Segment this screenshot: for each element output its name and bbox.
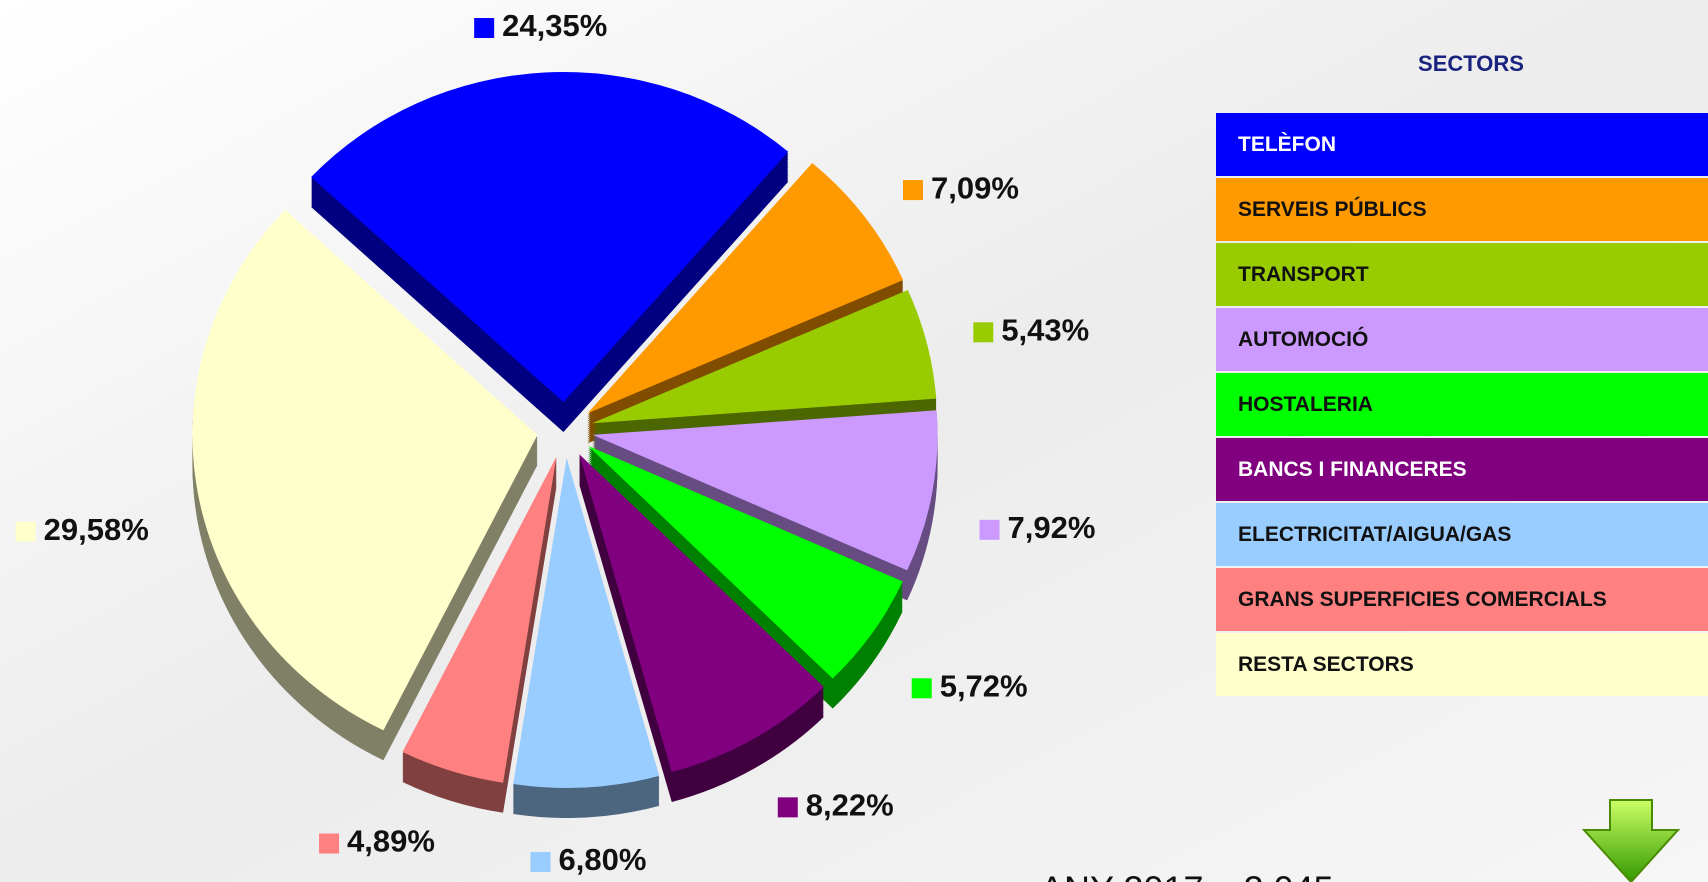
label-swatch	[911, 678, 932, 699]
legend-label: RESTA SECTORS	[1238, 653, 1414, 676]
legend-label: TRANSPORT	[1238, 263, 1369, 286]
data-label: 4,89%	[319, 824, 435, 859]
data-label-text: 7,09%	[931, 170, 1019, 205]
legend-row	[1216, 308, 1708, 371]
data-label-text: 6,80%	[559, 842, 647, 877]
slice	[587, 162, 904, 414]
label-swatch	[474, 18, 495, 39]
data-label: 5,72%	[911, 668, 1028, 703]
label-swatch	[530, 851, 551, 872]
legend-label: SERVEIS PÚBLICS	[1238, 197, 1427, 221]
data-label-text: 8,22%	[806, 788, 894, 823]
legend-label: TELÈFON	[1238, 133, 1336, 156]
legend-row	[1216, 178, 1708, 241]
data-label: 29,58%	[15, 512, 149, 547]
legend-row	[1216, 243, 1708, 306]
data-label: 6,80%	[530, 842, 647, 877]
label-swatch	[319, 833, 340, 854]
label-swatch	[903, 180, 924, 201]
data-label-text: 5,72%	[940, 668, 1028, 703]
slice	[588, 445, 903, 679]
slice	[513, 457, 660, 788]
slice	[192, 209, 538, 731]
legend-row	[1216, 438, 1708, 501]
data-label-text: 7,92%	[1008, 510, 1096, 545]
legend-label: ELECTRICITAT/AIGUA/GAS	[1238, 523, 1511, 546]
legend-label: GRANS SUPERFICIES COMERCIALS	[1238, 588, 1607, 611]
slice	[579, 454, 824, 773]
data-label: 7,92%	[979, 510, 1096, 545]
legend-row	[1216, 568, 1708, 631]
legend-row	[1216, 113, 1708, 176]
data-label: 24,35%	[474, 8, 607, 43]
slice	[311, 72, 789, 403]
data-label-text: 29,58%	[44, 512, 149, 547]
pie	[192, 72, 938, 818]
data-label-text: 24,35%	[502, 8, 607, 43]
label-swatch	[979, 519, 1000, 540]
slice	[592, 289, 937, 424]
down-arrow[interactable]	[1581, 799, 1681, 882]
footer: ANY 2017 – 2.045	[1040, 869, 1334, 882]
data-label: 5,43%	[973, 313, 1089, 348]
legend-title: SECTORS	[1418, 51, 1524, 76]
label-swatch	[15, 521, 36, 542]
data-label-text: 4,89%	[347, 824, 435, 859]
legend-row	[1216, 373, 1708, 436]
slice	[402, 456, 557, 783]
label-swatch	[973, 322, 994, 343]
data-label: 8,22%	[777, 788, 894, 823]
legend-row	[1216, 503, 1708, 566]
legend-label: AUTOMOCIÓ	[1238, 327, 1368, 351]
slice	[592, 410, 938, 571]
legend-row	[1216, 633, 1708, 696]
data-label-text: 5,43%	[1001, 313, 1089, 348]
label-swatch	[777, 797, 798, 818]
legend-label: BANCS I FINANCERES	[1238, 458, 1467, 481]
legend-label: HOSTALERIA	[1238, 393, 1373, 416]
data-label: 7,09%	[903, 170, 1019, 205]
